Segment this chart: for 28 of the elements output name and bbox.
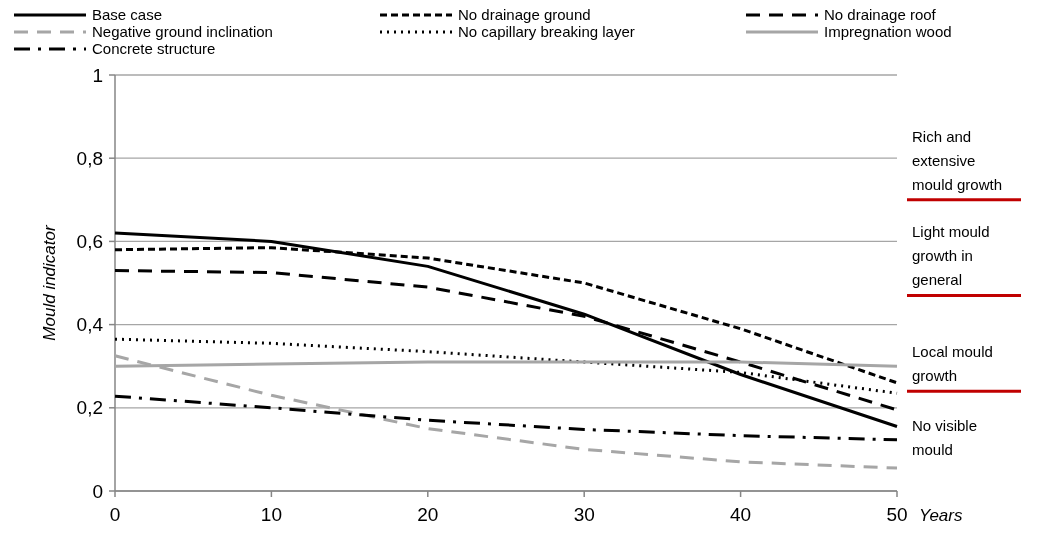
legend-label: Impregnation wood xyxy=(824,23,952,41)
line-series xyxy=(113,231,899,429)
line-series xyxy=(113,354,899,470)
x-tick-label: 50 xyxy=(886,504,908,525)
y-tick-label: 0,4 xyxy=(76,314,104,336)
legend-label: Negative ground inclination xyxy=(92,23,273,41)
legend-label: No drainage roof xyxy=(824,6,937,24)
y-tick-label: 0,6 xyxy=(76,231,103,253)
line-series xyxy=(113,394,899,442)
ref-line-label: Light mould growth in general xyxy=(912,223,990,289)
x-tick-label: 30 xyxy=(573,504,595,525)
y-tick-label: 0,8 xyxy=(76,147,103,169)
ref-line-label: Local mould growth xyxy=(912,343,993,385)
legend-label: No capillary breaking layer xyxy=(458,23,635,41)
x-axis-title: Years xyxy=(919,506,963,525)
legend-label: No drainage ground xyxy=(458,6,591,24)
y-axis-title: Mould indicator xyxy=(40,224,59,341)
ref-line-label: Rich and extensive mould growth xyxy=(912,127,1003,193)
x-tick-label: 10 xyxy=(260,504,282,525)
text: No visible mould xyxy=(912,417,978,459)
legend-label: Base case xyxy=(92,6,163,24)
y-tick-label: 0,2 xyxy=(76,397,103,419)
y-tick-label: 0 xyxy=(92,480,103,502)
x-tick-label: 0 xyxy=(109,504,121,525)
legend-label: Concrete structure xyxy=(92,40,216,58)
x-tick-label: 40 xyxy=(730,504,752,525)
y-tick-label: 1 xyxy=(92,64,103,86)
x-tick-label: 20 xyxy=(417,504,439,525)
